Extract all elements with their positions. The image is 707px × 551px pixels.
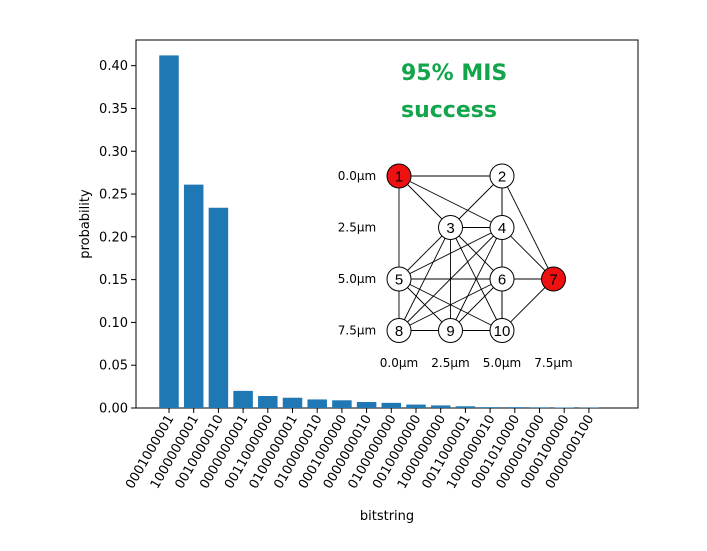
x-axis: 0001000001100000000100100000100000000001… [123, 408, 597, 492]
graph-x-label: 0.0μm [380, 356, 418, 370]
graph-node [489, 266, 515, 292]
y-tick-label: 0.30 [99, 145, 128, 160]
bar [307, 399, 327, 408]
graph-nodes: 1 2 3 4 5 6 7 8 9 10 [386, 163, 566, 343]
graph-edges [398, 175, 554, 331]
y-axis-label: probability [78, 189, 93, 259]
y-axis: 0.00 0.05 0.10 0.15 0.20 0.25 0.30 0.35 0.40 [99, 59, 136, 417]
graph-y-label: 7.5μm [338, 324, 376, 338]
graph-node [438, 318, 463, 343]
x-axis-label: bitstring [360, 509, 414, 524]
y-tick-label: 0.25 [99, 188, 128, 203]
graph-node [386, 163, 412, 189]
graph-node [386, 318, 412, 343]
graph-node-label: 6 [498, 272, 506, 289]
y-tick-label: 0.00 [99, 402, 128, 417]
graph-node-label: 1 [395, 169, 403, 186]
bar [159, 55, 179, 408]
graph-inset: 1 2 3 4 5 6 7 8 9 10 0.0μm 2.5μm 5.0μm 7.5μm 0.0μm 2.5… [338, 163, 573, 370]
graph-node [438, 215, 463, 240]
graph-node-label: 3 [446, 220, 454, 237]
bar [356, 402, 377, 408]
graph-x-label: 2.5μm [431, 356, 469, 370]
graph-node-label: 2 [498, 169, 506, 186]
graph-node [489, 163, 515, 189]
bar [208, 207, 229, 408]
bar [381, 402, 402, 408]
graph-axis-labels: 0.0μm 2.5μm 5.0μm 7.5μm 0.0μm 2.5μm 5.0μm 7.5μm [338, 169, 573, 370]
graph-x-label: 5.0μm [483, 356, 521, 370]
graph-y-label: 5.0μm [338, 272, 376, 286]
graph-y-label: 2.5μm [338, 221, 376, 235]
graph-node-label: 8 [395, 323, 403, 340]
bar [282, 397, 303, 408]
y-tick-label: 0.15 [99, 273, 128, 288]
y-tick-label: 0.10 [99, 316, 128, 331]
bar [505, 407, 525, 408]
graph-edge [501, 175, 554, 280]
y-tick-label: 0.05 [99, 359, 128, 374]
bar [554, 407, 574, 408]
graph-node [489, 318, 515, 343]
graph-node-label: 5 [395, 272, 403, 289]
graph-node [541, 266, 566, 292]
bar [183, 184, 204, 408]
graph-edge [398, 227, 503, 280]
bar [233, 390, 253, 408]
graph-node [489, 215, 515, 240]
bars-group [159, 55, 599, 408]
bar [455, 406, 476, 408]
bar [406, 404, 426, 408]
y-tick-label: 0.20 [99, 230, 128, 245]
graph-x-label: 7.5μm [534, 356, 572, 370]
graph-edge [398, 175, 503, 228]
graph-node-label: 7 [549, 272, 557, 289]
graph-node [386, 266, 412, 292]
y-tick-label: 0.40 [99, 59, 128, 74]
annotation-line-1: 95% MIS [401, 61, 507, 86]
graph-node-label: 10 [494, 323, 511, 340]
graph-y-label: 0.0μm [338, 169, 376, 183]
bar [332, 400, 352, 408]
graph-node-label: 4 [498, 220, 506, 237]
graph-node-label: 9 [446, 323, 454, 340]
bar [529, 407, 550, 408]
bar [480, 407, 500, 408]
annotation-line-2: success [401, 98, 497, 123]
y-tick-label: 0.35 [99, 102, 128, 117]
graph-edge [398, 278, 503, 331]
bar [258, 396, 278, 408]
bar [430, 405, 451, 408]
